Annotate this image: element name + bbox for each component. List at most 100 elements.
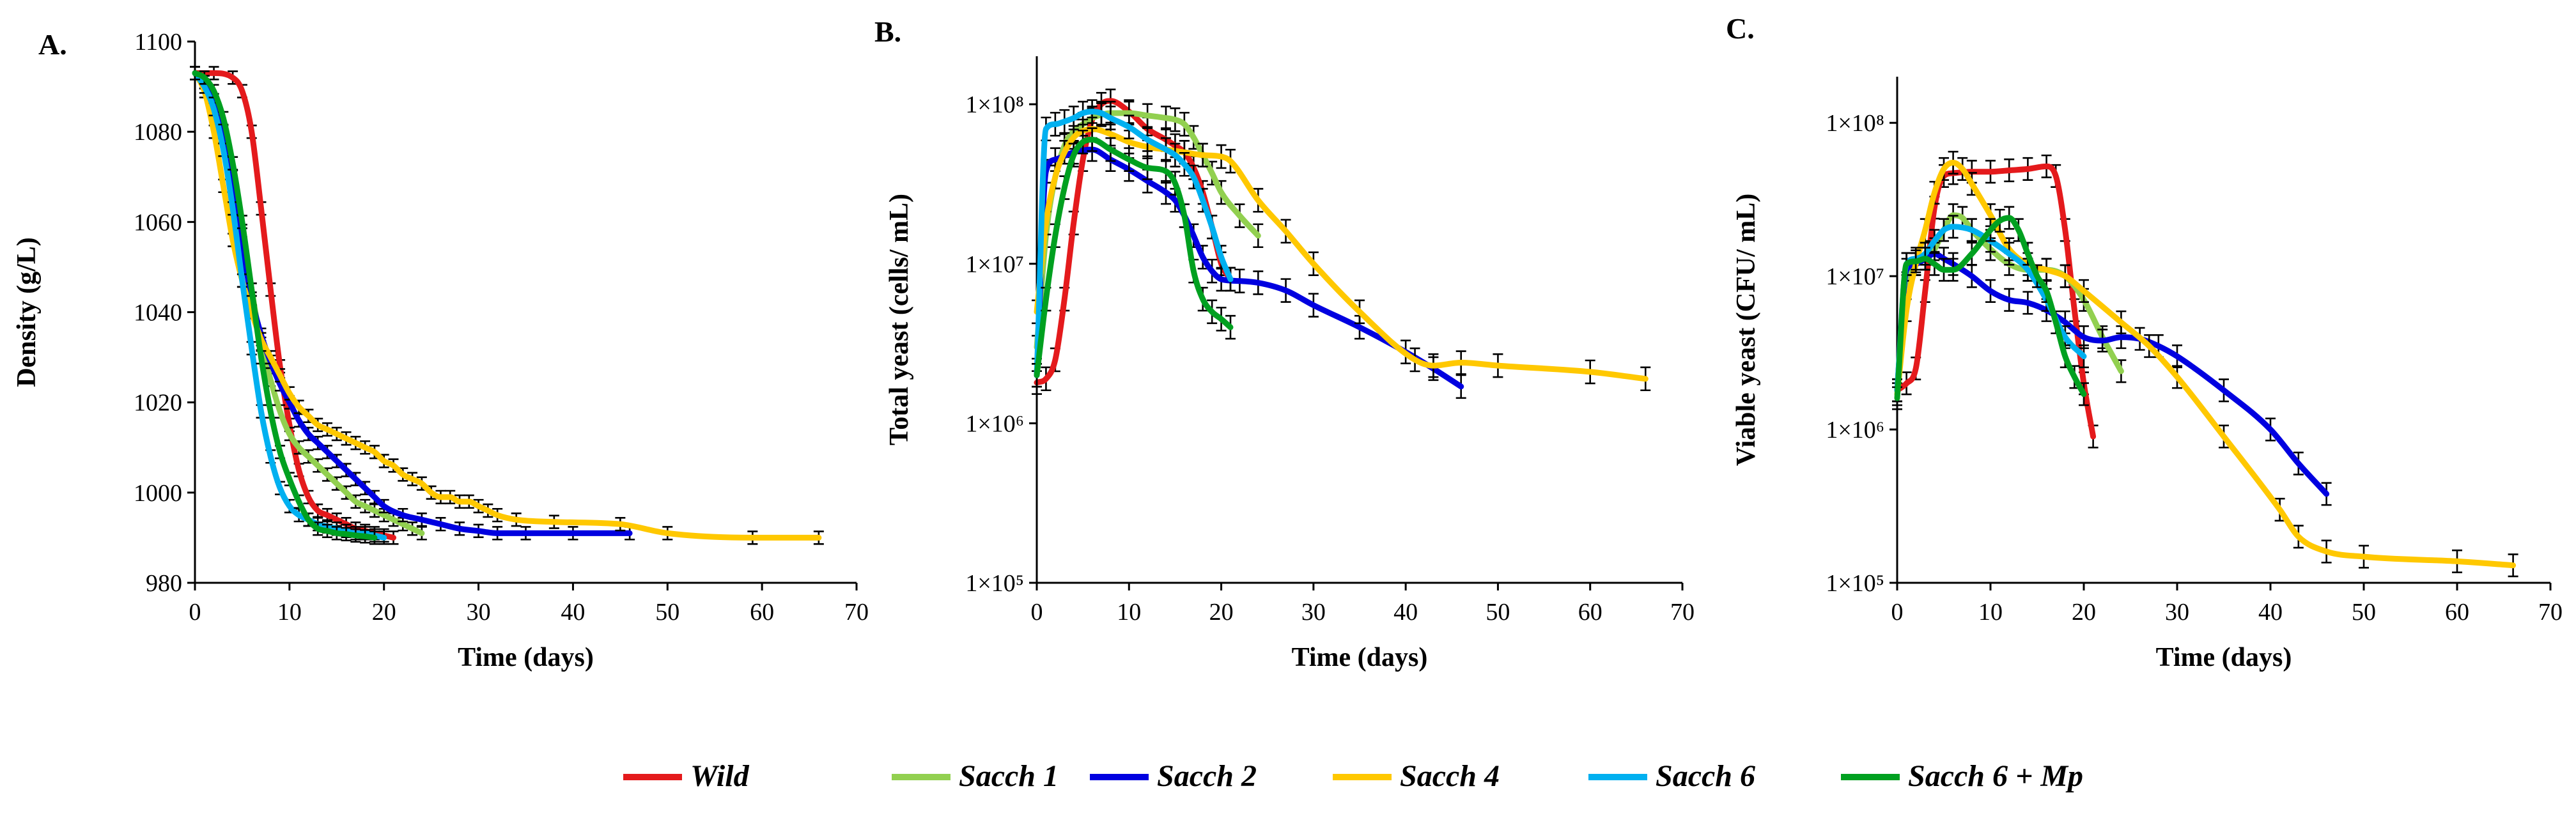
data-point [401,513,405,517]
data-point [571,531,575,535]
data-point [1210,171,1214,175]
x-tick-label: 10 [1117,599,1141,626]
data-point [382,513,386,517]
x-tick-label: 20 [372,599,396,626]
data-point [438,495,442,499]
data-point [260,410,263,413]
data-point [2007,252,2011,256]
data-point [2026,301,2029,305]
series-line-sacch-6-mp [192,70,378,541]
data-point [363,504,367,508]
data-point [382,536,386,539]
data-point [288,504,291,508]
data-point [1201,198,1205,202]
legend-label: Wild [690,759,750,793]
data-point [363,534,367,538]
data-point [438,522,442,526]
y-tick-label: 1000 [134,480,182,507]
data-point [1210,310,1214,314]
data-point [1970,182,1974,186]
data-point [1044,377,1048,381]
data-point [1256,234,1260,238]
data-point [1044,297,1048,301]
data-point [1173,181,1177,185]
data-point [1053,122,1057,126]
data-point [335,531,339,535]
x-tick-label: 10 [277,599,302,626]
legend-item-sacch-6-mp: Sacch 6 + Mp [1841,759,2083,793]
data-point [1284,229,1288,233]
data-point [458,527,462,530]
data-point [1183,162,1186,166]
data-point [1127,140,1131,144]
data-point [1164,169,1168,173]
x-tick-label: 60 [1578,599,1602,626]
series-line-sacch-2 [1894,251,2330,497]
data-point [1229,159,1232,163]
x-tick-label: 30 [1301,599,1326,626]
data-point [1145,166,1149,169]
series-line-sacch-4 [192,70,822,541]
data-point [1496,364,1500,367]
data-point [1358,310,1362,314]
data-point [1905,308,1909,312]
data-point [297,513,301,517]
data-point [1413,358,1417,362]
data-point [1220,317,1223,321]
data-point [306,432,310,436]
data-point [1895,396,1899,400]
panel-c-chart: C. 0 10 20 30 40 50 60 70 1×10⁵ 1×10⁶ 1×10⁷ 1×10⁸ Tim… [1726,12,2563,672]
data-point [410,477,414,481]
data-point [278,373,282,377]
data-point [250,346,254,350]
data-point [1989,213,1992,217]
data-point [1312,262,1315,266]
data-point [1951,161,1955,165]
data-point [1053,358,1057,362]
y-tick-label: 1×10⁵ [965,570,1024,597]
data-point [495,531,499,535]
data-point [392,518,396,521]
data-point [448,495,452,499]
data-point [1431,364,1435,367]
y-axis-title: Viable yeast (CFU/ mL) [1732,194,1761,466]
y-tick-label: 1100 [134,29,182,56]
data-point [2017,228,2021,232]
data-point [420,518,424,521]
series-sacch-6-mp [1032,127,1236,388]
data-point [2026,252,2029,256]
x-tick-label: 70 [1670,599,1695,626]
data-point [2222,389,2226,392]
series-sacch-6 [1032,99,1236,388]
data-point [1173,153,1177,157]
data-point [1256,198,1260,202]
data-point [1072,153,1076,157]
data-point [2072,308,2076,312]
data-point [240,89,244,93]
data-point [268,288,272,291]
data-point [1164,148,1168,151]
data-point [1062,150,1066,154]
data-point [2278,508,2282,512]
data-point [1914,259,1918,263]
data-point [1942,228,1946,232]
x-axis-title: Time (days) [2156,643,2292,672]
y-tick-label: 1×10⁸ [1826,110,1884,137]
data-point [231,206,235,210]
legend-label: Sacch 6 + Mp [1908,759,2083,793]
series-line-sacch-6-mp [1034,137,1234,378]
data-point [345,532,348,536]
data-point [430,491,433,495]
data-point [325,473,329,477]
data-point [268,410,272,413]
data-point [1164,190,1168,194]
data-point [477,529,481,533]
data-point [1932,239,1936,243]
data-point [382,504,386,508]
legend-item-wild: Wild [623,759,750,793]
data-point [1099,111,1103,115]
y-tick-label: 1080 [134,119,182,146]
data-point [2157,344,2161,348]
data-point [1238,279,1241,283]
data-point [750,536,754,539]
